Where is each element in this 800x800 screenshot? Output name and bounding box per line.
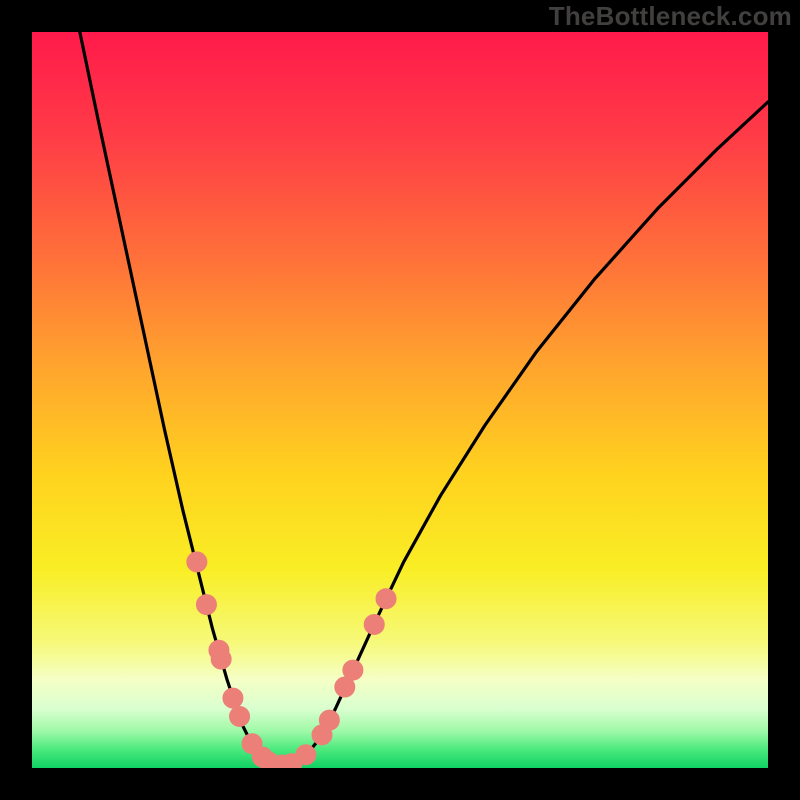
watermark-text: TheBottleneck.com (549, 1, 792, 32)
gradient-background (32, 32, 768, 768)
plot-area (32, 32, 768, 768)
